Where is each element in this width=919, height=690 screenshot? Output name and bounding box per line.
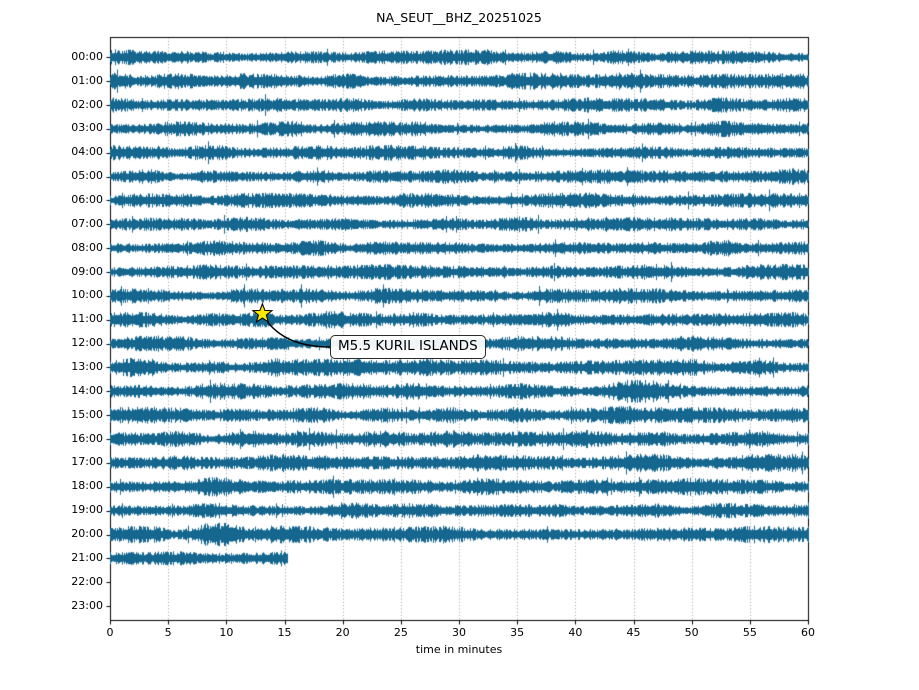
y-tick-label: 23:00 (71, 598, 103, 612)
x-tick-label: 10 (219, 626, 234, 639)
y-tick-label: 09:00 (71, 264, 103, 278)
y-tick-label: 08:00 (71, 240, 103, 254)
y-tick-label: 05:00 (71, 169, 103, 183)
x-tick-label: 40 (568, 626, 583, 639)
y-tick-label: 11:00 (71, 312, 103, 326)
y-tick-label: 21:00 (71, 550, 103, 564)
x-tick-label: 45 (626, 626, 641, 639)
y-tick-label: 01:00 (71, 73, 103, 87)
y-tick-label: 02:00 (71, 97, 103, 111)
y-tick-label: 06:00 (71, 192, 103, 206)
x-tick-label: 15 (277, 626, 292, 639)
y-tick-label: 20:00 (71, 527, 103, 540)
y-tick-label: 22:00 (71, 574, 103, 588)
y-tick-label: 00:00 (71, 49, 103, 63)
x-tick-label: 5 (164, 626, 172, 639)
x-tick-label: 55 (742, 626, 757, 639)
y-tick-label: 19:00 (71, 503, 103, 517)
x-tick-label: 25 (393, 626, 408, 639)
y-tick-label: 14:00 (71, 383, 103, 397)
y-tick-label: 10:00 (71, 288, 103, 302)
x-tick-label: 30 (452, 626, 466, 639)
y-tick-label: 18:00 (71, 479, 103, 493)
x-tick-label: 20 (335, 626, 350, 639)
x-tick-label: 50 (684, 626, 699, 639)
x-tick-label: 60 (801, 626, 815, 639)
x-tick-label: 35 (510, 626, 525, 639)
event-annotation-box: M5.5 KURIL ISLANDS (330, 335, 486, 359)
x-tick-label: 0 (106, 626, 114, 639)
y-tick-label: 15:00 (71, 407, 103, 421)
y-tick-label: 07:00 (71, 216, 103, 230)
event-annotation-label: M5.5 KURIL ISLANDS (338, 338, 478, 354)
x-axis-label: time in minutes (415, 643, 503, 656)
y-tick-label: 03:00 (71, 121, 103, 135)
y-tick-label: 16:00 (71, 431, 103, 445)
y-tick-label: 17:00 (71, 455, 103, 469)
y-tick-label: 04:00 (71, 145, 103, 159)
y-tick-label: 12:00 (71, 336, 103, 350)
y-tick-label: 13:00 (71, 359, 103, 373)
